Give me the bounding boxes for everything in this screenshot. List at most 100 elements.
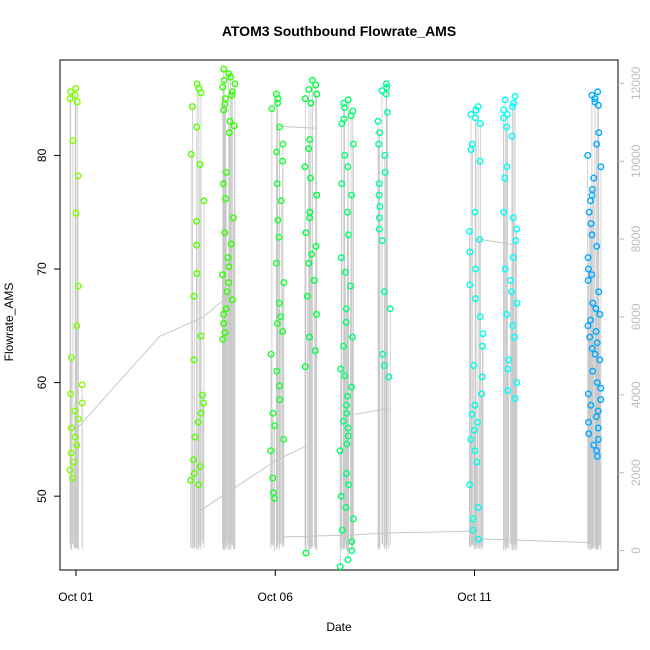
data-point [271, 494, 279, 502]
data-point [67, 449, 75, 457]
data-point [513, 299, 521, 307]
data-point [197, 332, 205, 340]
data-point [197, 409, 205, 417]
data-point [340, 342, 348, 350]
data-point [279, 157, 287, 165]
data-point [195, 481, 203, 489]
data-point [597, 396, 605, 404]
secondary-line-segment [350, 532, 387, 536]
data-point [591, 350, 599, 358]
data-point [507, 276, 515, 284]
secondary-line-segment [478, 238, 515, 246]
data-point [340, 99, 348, 107]
y2-tick-label: 0 [629, 547, 643, 554]
data-point [472, 265, 480, 273]
data-point [72, 209, 80, 217]
data-point [303, 292, 311, 300]
data-point [348, 538, 356, 546]
data-point [341, 268, 349, 276]
data-point [274, 216, 282, 224]
data-point [228, 91, 236, 99]
data-point [476, 157, 484, 165]
data-point [279, 328, 287, 336]
data-point [305, 85, 313, 93]
data-point [505, 356, 513, 364]
data-point [302, 549, 310, 557]
data-point [593, 452, 601, 460]
data-point [67, 354, 75, 362]
data-point [337, 492, 345, 500]
data-point [501, 265, 509, 273]
data-point [378, 87, 386, 95]
data-point [225, 70, 233, 78]
data-point [306, 333, 314, 341]
data-point [381, 168, 389, 176]
data-point [472, 295, 480, 303]
data-point [500, 114, 508, 122]
data-point [584, 151, 592, 159]
data-point [70, 458, 78, 466]
data-point [272, 259, 280, 267]
data-point [274, 95, 282, 103]
y-tick-label: 70 [35, 262, 49, 276]
data-point [383, 108, 391, 116]
data-point [78, 381, 86, 389]
data-point [509, 214, 517, 222]
data-points [66, 65, 605, 571]
data-point [222, 168, 230, 176]
data-point [221, 329, 229, 337]
data-point [478, 373, 486, 381]
data-point [587, 401, 595, 409]
data-point [504, 110, 512, 118]
data-point [349, 140, 357, 148]
data-point [187, 150, 195, 158]
data-point [584, 254, 592, 262]
data-point [511, 395, 519, 403]
data-point [280, 435, 288, 443]
data-point [275, 233, 283, 241]
data-point [305, 259, 313, 267]
y2-tick-label: 4000 [629, 381, 643, 408]
data-point [378, 237, 386, 245]
data-point [336, 563, 344, 571]
data-point [269, 474, 277, 482]
data-point [509, 254, 517, 262]
data-point [338, 120, 346, 128]
y2-tick-label: 2000 [629, 459, 643, 486]
data-point [343, 440, 351, 448]
y-axis-right: 0 2000 4000 6000 8000 10000 12000 [618, 66, 643, 554]
data-point [590, 174, 598, 182]
data-point [467, 110, 475, 118]
data-point [467, 435, 475, 443]
data-point [275, 299, 283, 307]
data-point [594, 101, 602, 109]
data-point [227, 73, 235, 81]
data-point [273, 367, 281, 375]
data-point [200, 197, 208, 205]
data-point [589, 299, 597, 307]
data-point [345, 231, 353, 239]
data-point [306, 214, 314, 222]
data-point [220, 76, 228, 84]
data-point [67, 88, 75, 96]
data-point [344, 424, 352, 432]
data-point [72, 84, 80, 92]
data-point [374, 117, 382, 125]
data-point [470, 426, 478, 434]
data-point [584, 265, 592, 273]
secondary-line-segment [159, 316, 204, 337]
data-point [476, 313, 484, 321]
data-point [587, 197, 595, 205]
data-point [596, 356, 604, 364]
data-point [474, 418, 482, 426]
data-point [341, 104, 349, 112]
secondary-line-segment [201, 460, 276, 511]
secondary-line-segment [283, 534, 352, 538]
y2-tick-label: 12000 [629, 66, 643, 100]
data-point [347, 383, 355, 391]
data-point [309, 76, 317, 84]
data-point [301, 163, 309, 171]
data-point [585, 418, 593, 426]
secondary-line-segment [203, 302, 220, 318]
data-point [473, 458, 481, 466]
